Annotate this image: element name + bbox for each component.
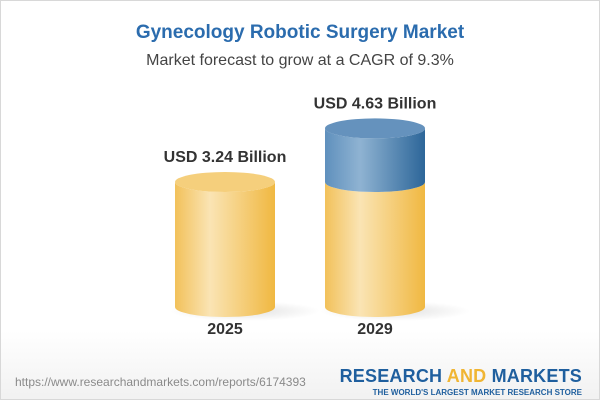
bar-base-2029: [325, 182, 425, 317]
chart-title: Gynecology Robotic Surgery Market: [135, 22, 465, 43]
bar-top-2029: [325, 118, 425, 139]
category-label: 2029: [357, 321, 393, 338]
research-and-markets-logo: RESEARCH AND MARKETS THE WORLD'S LARGEST…: [339, 366, 582, 397]
bar-growth-2029: [325, 128, 425, 192]
category-label: 2025: [207, 321, 243, 338]
bar-top-2025: [175, 172, 275, 192]
data-label: USD 4.63 Billion: [314, 95, 437, 112]
data-label: USD 3.24 Billion: [164, 149, 287, 166]
source-url[interactable]: https://www.researchandmarkets.com/repor…: [15, 375, 306, 389]
bar-base-2025: [175, 182, 275, 317]
cylinder-chart: USD 3.24 Billion 2025 USD 4.63 Billion 2029: [164, 95, 470, 338]
chart-subtitle: Market forecast to grow at a CAGR of 9.3…: [146, 52, 454, 69]
